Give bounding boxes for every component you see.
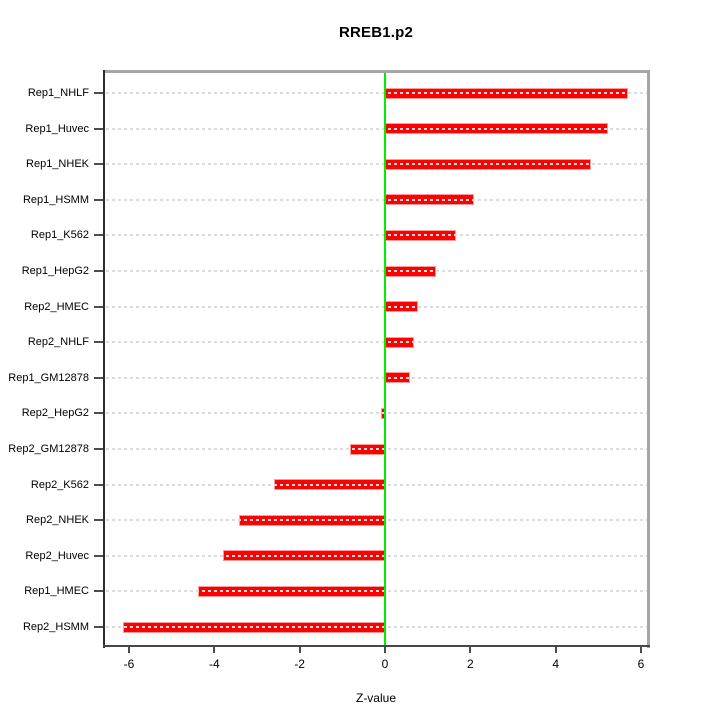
y-tick-mark: [94, 554, 104, 557]
y-tick-label: Rep1_Huvec: [25, 122, 89, 135]
y-tick-label: Rep2_HepG2: [21, 407, 89, 420]
gridline: [106, 412, 647, 415]
y-tick-mark: [94, 305, 104, 308]
y-tick-mark: [94, 163, 104, 166]
gridline: [106, 127, 647, 130]
y-tick-label: Rep1_HepG2: [21, 265, 89, 277]
y-tick-mark: [94, 198, 104, 201]
y-tick-mark: [94, 127, 104, 130]
plot-box-right-edge: [647, 70, 650, 648]
x-tick-mark: [469, 646, 472, 653]
x-tick-mark: [213, 646, 216, 653]
y-tick-label: Rep2_Huvec: [25, 549, 89, 562]
y-tick-label: Rep2_GM12878: [8, 443, 89, 455]
x-tick-mark: [640, 646, 643, 653]
y-tick-label: Rep1_HMEC: [24, 585, 89, 598]
y-tick-mark: [94, 234, 104, 237]
y-tick-mark: [94, 483, 104, 486]
gridline: [106, 554, 647, 557]
x-tick-mark: [298, 646, 301, 653]
x-axis-title: Z-value: [355, 691, 396, 705]
plot-box-bottom-edge: [103, 645, 650, 647]
y-tick-mark: [94, 448, 104, 450]
gridline: [106, 163, 647, 166]
gridline: [106, 590, 647, 593]
gridline: [106, 626, 647, 628]
x-tick-mark: [554, 646, 557, 653]
x-tick-label: 0: [381, 657, 389, 671]
gridline: [106, 519, 647, 522]
y-tick-label: Rep2_NHLF: [27, 336, 89, 349]
gridline: [106, 448, 647, 450]
gridline: [106, 483, 647, 486]
y-tick-mark: [94, 341, 104, 344]
gridline: [106, 198, 647, 201]
y-tick-mark: [94, 376, 104, 379]
y-tick-label: Rep2_HMEC: [24, 300, 89, 313]
x-tick-label: -6: [123, 657, 135, 671]
y-tick-label: Rep1_NHLF: [27, 87, 89, 99]
gridline: [106, 92, 647, 94]
gridline: [106, 270, 647, 272]
y-tick-label: Rep2_NHEK: [26, 514, 89, 527]
x-tick-mark: [384, 646, 386, 653]
x-tick-label: -2: [294, 657, 305, 671]
plot-box-top-edge: [103, 70, 650, 73]
gridline: [106, 234, 647, 237]
y-tick-mark: [94, 590, 104, 593]
y-tick-mark: [94, 270, 104, 272]
y-tick-label: Rep2_K562: [30, 478, 89, 491]
x-tick-mark: [127, 646, 130, 653]
y-tick-mark: [94, 412, 104, 415]
x-tick-label: 2: [466, 657, 474, 671]
y-tick-label: Rep2_HSMM: [22, 621, 89, 633]
x-tick-label: 6: [637, 657, 645, 671]
y-tick-mark: [94, 92, 104, 94]
gridline: [106, 376, 647, 379]
gridline: [106, 305, 647, 308]
y-tick-label: Rep1_GM12878: [8, 371, 89, 384]
y-tick-label: Rep1_HSMM: [22, 193, 89, 206]
x-tick-label: 4: [552, 657, 560, 671]
x-tick-label: -4: [208, 657, 220, 671]
plot-box-left-edge: [103, 70, 105, 648]
y-tick-mark: [94, 519, 104, 522]
chart-title: RREB1.p2: [338, 24, 414, 41]
y-tick-label: Rep1_K562: [30, 229, 89, 242]
zero-line: [384, 72, 386, 646]
y-tick-mark: [94, 626, 104, 628]
y-tick-label: Rep1_NHEK: [26, 158, 89, 171]
gridline: [106, 341, 647, 344]
